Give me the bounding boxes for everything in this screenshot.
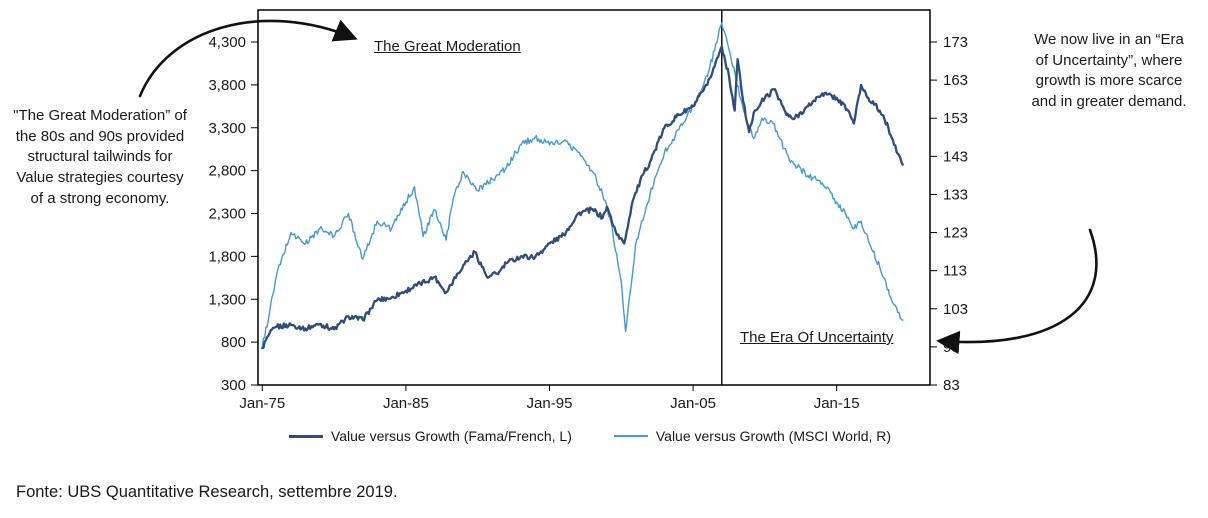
left-axis-tick-label: 3,300 bbox=[208, 120, 246, 137]
series-line-fama-french bbox=[261, 45, 904, 350]
right-axis-tick-label: 133 bbox=[943, 186, 968, 203]
left-axis-tick-label: 1,800 bbox=[208, 248, 246, 265]
legend: Value versus Growth (Fama/French, L) Val… bbox=[190, 428, 990, 444]
right-annotation-text: We now live in an “Era of Uncertainty”, … bbox=[1031, 31, 1187, 111]
right-axis-tick-label: 83 bbox=[943, 377, 960, 394]
legend-label-msci-world: Value versus Growth (MSCI World, R) bbox=[655, 428, 892, 444]
x-axis-tick-label: Jan-75 bbox=[239, 395, 285, 412]
series-group bbox=[261, 22, 904, 350]
x-axis-tick-label: Jan-05 bbox=[670, 395, 716, 412]
great-moderation-label: The Great Moderation bbox=[374, 38, 521, 55]
left-axis-tick-label: 2,300 bbox=[208, 206, 246, 223]
annotation-arrow-great-moderation bbox=[138, 19, 358, 98]
left-axis-tick-label: 4,300 bbox=[208, 34, 246, 51]
left-axis-tick-label: 800 bbox=[221, 334, 246, 351]
msci-world-line-sample bbox=[613, 435, 648, 437]
fama-french-line-sample bbox=[288, 434, 323, 438]
x-axis-tick-label: Jan-95 bbox=[527, 395, 573, 412]
left-annotation-text: "The Great Moderation” of the 80s and 90… bbox=[13, 107, 187, 207]
source-note: Fonte: UBS Quantitative Research, settem… bbox=[16, 483, 398, 501]
right-axis-tick-label: 163 bbox=[943, 72, 968, 89]
legend-label-fama-french: Value versus Growth (Fama/French, L) bbox=[330, 428, 572, 444]
right-axis-tick-label: 173 bbox=[943, 34, 968, 51]
left-axis-tick-label: 1,300 bbox=[208, 291, 246, 308]
right-axis-tick-label: 103 bbox=[943, 301, 968, 318]
plot-frame bbox=[257, 9, 931, 386]
x-axis-tick-label: Jan-85 bbox=[383, 395, 429, 412]
x-axis-tick-label: Jan-15 bbox=[814, 395, 860, 412]
left-axis-tick-label: 3,800 bbox=[208, 77, 246, 94]
legend-item-fama-french: Value versus Growth (Fama/French, L) bbox=[288, 428, 572, 444]
right-axis-tick-label: 93 bbox=[943, 339, 960, 356]
left-axis-tick-label: 2,800 bbox=[208, 163, 246, 180]
era-of-uncertainty-label: The Era Of Uncertainty bbox=[740, 329, 894, 346]
right-axis-tick-label: 143 bbox=[943, 148, 968, 165]
legend-item-msci-world: Value versus Growth (MSCI World, R) bbox=[613, 428, 892, 444]
right-axis-tick-label: 153 bbox=[943, 110, 968, 127]
right-axis-tick-label: 123 bbox=[943, 225, 968, 242]
right-axis-tick-label: 113 bbox=[943, 263, 967, 280]
annotation-arrow-era-uncertainty bbox=[936, 228, 1098, 355]
left-axis-tick-label: 300 bbox=[221, 377, 246, 394]
series-line-msci-world bbox=[261, 22, 904, 348]
